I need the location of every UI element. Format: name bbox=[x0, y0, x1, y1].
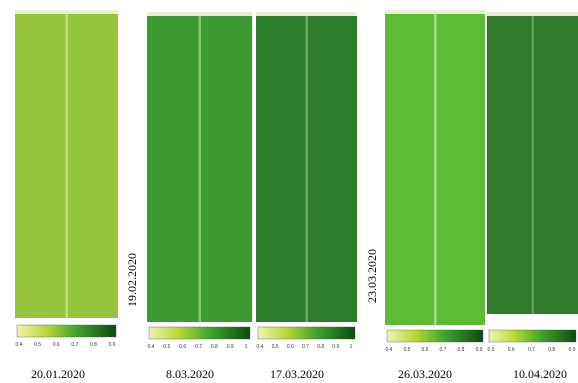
colorbar-tick: 1 bbox=[350, 344, 353, 350]
colorbar-tick: 0.8 bbox=[458, 347, 465, 353]
colorbar-tick: 0.9 bbox=[569, 347, 576, 353]
colorbar-tick: 0.9 bbox=[109, 342, 116, 348]
field-edge bbox=[487, 12, 578, 16]
colorbar-tick: 0.4 bbox=[386, 347, 393, 353]
date-label: 10.04.2020 bbox=[513, 367, 567, 381]
colorbar bbox=[17, 325, 116, 337]
field-divider bbox=[306, 12, 309, 322]
colorbar-tick: 0.5 bbox=[163, 344, 170, 350]
colorbar bbox=[258, 327, 355, 339]
colorbar-tick: 0.8 bbox=[317, 344, 324, 350]
field-edge bbox=[15, 10, 118, 14]
colorbar-tick: 0.9 bbox=[332, 344, 339, 350]
colorbar-tick: 0.5 bbox=[488, 347, 495, 353]
date-label-rotated: 23.03.2020 bbox=[365, 249, 379, 303]
field-divider bbox=[434, 10, 437, 325]
colorbar bbox=[149, 327, 250, 339]
colorbar-tick: 0.5 bbox=[272, 344, 279, 350]
colorbar-tick: 0.7 bbox=[440, 347, 447, 353]
date-label: 20.01.2020 bbox=[31, 367, 85, 381]
field-edge bbox=[256, 12, 357, 16]
colorbar-tick: 0.4 bbox=[16, 342, 23, 348]
colorbar bbox=[489, 330, 576, 342]
colorbar-tick: 0.9 bbox=[227, 344, 234, 350]
colorbar-tick: 0.6 bbox=[422, 347, 429, 353]
date-label-rotated: 19.02.2020 bbox=[125, 253, 139, 307]
figure: 0.4 0.5 0.6 0.7 0.8 0.9 20.01.2020 0.4 0.5 0.6 0.7… bbox=[0, 0, 578, 383]
date-label: 26.03.2020 bbox=[398, 367, 452, 381]
colorbar-tick: 0.6 bbox=[179, 344, 186, 350]
colorbar-tick: 0.7 bbox=[71, 342, 78, 348]
field-edge bbox=[385, 10, 485, 14]
colorbar-tick: 0.8 bbox=[548, 347, 555, 353]
colorbar-tick: 0.7 bbox=[528, 347, 535, 353]
colorbar-tick: 0.6 bbox=[287, 344, 294, 350]
colorbar-tick: 0.6 bbox=[53, 342, 60, 348]
colorbar-tick: 0.4 bbox=[148, 344, 155, 350]
date-label: 17.03.2020 bbox=[270, 367, 324, 381]
colorbar-tick: 0.4 bbox=[257, 344, 264, 350]
colorbar-tick: 0.5 bbox=[34, 342, 41, 348]
colorbar-tick: 0.6 bbox=[508, 347, 515, 353]
colorbar-tick: 0.8 bbox=[211, 344, 218, 350]
date-label: 8.03.2020 bbox=[166, 367, 214, 381]
field-divider bbox=[199, 12, 202, 322]
colorbar-tick: 1 bbox=[245, 344, 248, 350]
colorbar-tick: 0.5 bbox=[404, 347, 411, 353]
field-edge bbox=[147, 12, 252, 16]
colorbar-tick: 0.7 bbox=[195, 344, 202, 350]
colorbar-tick: 0.9 bbox=[476, 347, 483, 353]
colorbar bbox=[387, 330, 483, 342]
colorbar-tick: 0.7 bbox=[302, 344, 309, 350]
field-divider bbox=[66, 10, 69, 318]
colorbar-tick: 0.8 bbox=[90, 342, 97, 348]
field-divider bbox=[532, 12, 535, 314]
